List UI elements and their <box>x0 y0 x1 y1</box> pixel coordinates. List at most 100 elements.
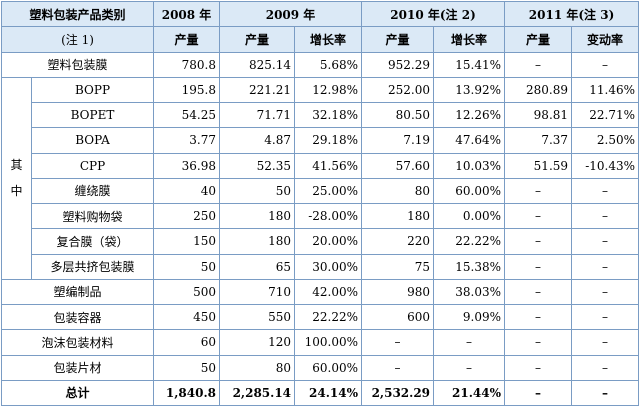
row-label: BOPP <box>30 76 155 104</box>
growth-2009-cell: 20.00% <box>294 228 363 255</box>
growth-2009-cell: 32.18% <box>294 101 363 129</box>
output-2010-cell: 252.00 <box>361 76 435 104</box>
row-label: 塑料包装膜 <box>0 51 155 78</box>
table-row: 塑料包装膜 780.8 825.14 5.68% 952.29 15.41% – – <box>0 51 639 78</box>
group-label-of-which: 其中 <box>1 76 32 280</box>
output-2010-cell: 7.19 <box>361 127 435 154</box>
output-2009-cell: 52.35 <box>219 152 296 179</box>
change-2011-cell: – <box>571 329 639 356</box>
output-2009-cell: 120 <box>219 329 296 356</box>
table-row: BOPA 3.77 4.87 29.18% 7.19 47.64% 7.37 2.50% <box>2 127 639 154</box>
table-row: 泡沫包装材料 60 120 100.00% – – – – <box>0 329 639 356</box>
group-label-char: 中 <box>10 184 23 199</box>
growth-2009-cell: 24.14% <box>294 379 363 407</box>
output-2011-cell: – <box>504 379 573 407</box>
output-2010-cell: – <box>361 354 435 381</box>
growth-2010-cell: 38.03% <box>433 278 506 306</box>
row-label: 包装容器 <box>0 303 155 331</box>
change-2011-cell: -10.43% <box>571 152 639 179</box>
growth-2009-cell: 22.22% <box>294 303 363 331</box>
growth-2010-cell: 0.00% <box>433 202 506 230</box>
output-2010-cell: 220 <box>361 228 435 255</box>
growth-2009-cell: -28.00% <box>294 202 363 230</box>
growth-2010-cell: 21.44% <box>433 379 506 407</box>
category-title: 塑料包装产品类别 <box>0 0 155 28</box>
output-2010-cell: 600 <box>361 303 435 331</box>
output-2011-cell: – <box>504 354 573 381</box>
growth-2010-cell: 22.22% <box>433 228 506 255</box>
col-2008-output: 产量 <box>153 26 221 53</box>
year-2009-header: 2009 年 <box>219 0 363 28</box>
output-2008-cell: 54.25 <box>153 101 221 129</box>
growth-2010-cell: – <box>433 354 506 381</box>
growth-2010-cell: 15.38% <box>433 253 506 280</box>
growth-2009-cell: 12.98% <box>294 76 363 104</box>
col-2011-change: 变动率 <box>571 26 639 53</box>
output-2011-cell: – <box>504 228 573 255</box>
row-label: CPP <box>30 152 155 179</box>
change-2011-cell: – <box>571 228 639 255</box>
output-2008-cell: 3.77 <box>153 127 221 154</box>
output-2011-cell: 280.89 <box>504 76 573 104</box>
change-2011-cell: – <box>571 177 639 205</box>
growth-2010-cell: 9.09% <box>433 303 506 331</box>
output-2011-cell: – <box>504 51 573 78</box>
output-2008-cell: 50 <box>153 354 221 381</box>
growth-2009-cell: 41.56% <box>294 152 363 179</box>
growth-2009-cell: 5.68% <box>294 51 363 78</box>
output-2010-cell: 180 <box>361 202 435 230</box>
output-2009-cell: 180 <box>219 202 296 230</box>
growth-2010-cell: 60.00% <box>433 177 506 205</box>
table-row: 塑料购物袋 250 180 -28.00% 180 0.00% – – <box>2 202 639 230</box>
output-2010-cell: 80 <box>361 177 435 205</box>
row-label: 塑料购物袋 <box>30 202 155 230</box>
output-2009-cell: 710 <box>219 278 296 306</box>
growth-2010-cell: 10.03% <box>433 152 506 179</box>
growth-2010-cell: 47.64% <box>433 127 506 154</box>
row-label: 总计 <box>0 379 155 407</box>
growth-2009-cell: 30.00% <box>294 253 363 280</box>
output-2009-cell: 71.71 <box>219 101 296 129</box>
change-2011-cell: – <box>571 379 639 407</box>
output-2008-cell: 450 <box>153 303 221 331</box>
output-2010-cell: – <box>361 329 435 356</box>
row-label: 复合膜（袋） <box>30 228 155 255</box>
change-2011-cell: – <box>571 253 639 280</box>
output-2009-cell: 65 <box>219 253 296 280</box>
output-2011-cell: 7.37 <box>504 127 573 154</box>
output-2009-cell: 80 <box>219 354 296 381</box>
year-2011-header: 2011 年(注 3) <box>504 0 639 28</box>
output-2009-cell: 2,285.14 <box>219 379 296 407</box>
row-label: 塑编制品 <box>0 278 155 306</box>
row-label: BOPA <box>30 127 155 154</box>
table-row: 其中 BOPP 195.8 221.21 12.98% 252.00 13.92% 280.8… <box>1 76 639 280</box>
table-row: 复合膜（袋） 150 180 20.00% 220 22.22% – – <box>2 228 639 255</box>
growth-2010-cell: 15.41% <box>433 51 506 78</box>
output-2010-cell: 952.29 <box>361 51 435 78</box>
table-row: 多层共挤包装膜 50 65 30.00% 75 15.38% – – <box>2 253 639 280</box>
category-note: (注 1) <box>0 26 155 53</box>
output-2011-cell: – <box>504 177 573 205</box>
output-2008-cell: 500 <box>153 278 221 306</box>
col-2011-output: 产量 <box>504 26 573 53</box>
table-row: CPP 36.98 52.35 41.56% 57.60 10.03% 51.59 -10.4… <box>2 152 639 179</box>
table-row: BOPET 54.25 71.71 32.18% 80.50 12.26% 98.81 22.… <box>2 101 639 129</box>
output-2011-cell: – <box>504 253 573 280</box>
change-2011-cell: – <box>571 303 639 331</box>
output-2011-cell: – <box>504 329 573 356</box>
change-2011-cell: – <box>571 278 639 306</box>
output-2011-cell: – <box>504 202 573 230</box>
year-2008-header: 2008 年 <box>153 0 221 28</box>
output-2009-cell: 221.21 <box>219 76 296 104</box>
row-label: 包装片材 <box>0 354 155 381</box>
year-2010-header: 2010 年(注 2) <box>361 0 506 28</box>
output-2011-cell: – <box>504 278 573 306</box>
output-2008-cell: 50 <box>153 253 221 280</box>
output-2008-cell: 1,840.8 <box>153 379 221 407</box>
row-label: 泡沫包装材料 <box>0 329 155 356</box>
col-2009-output: 产量 <box>219 26 296 53</box>
table-row: 缠绕膜 40 50 25.00% 80 60.00% – – <box>2 177 639 205</box>
header-row-years: 塑料包装产品类别 2008 年 2009 年 2010 年(注 2) 2011 … <box>0 0 639 28</box>
table-row: 包装片材 50 80 60.00% – – – – <box>0 354 639 381</box>
output-2008-cell: 60 <box>153 329 221 356</box>
